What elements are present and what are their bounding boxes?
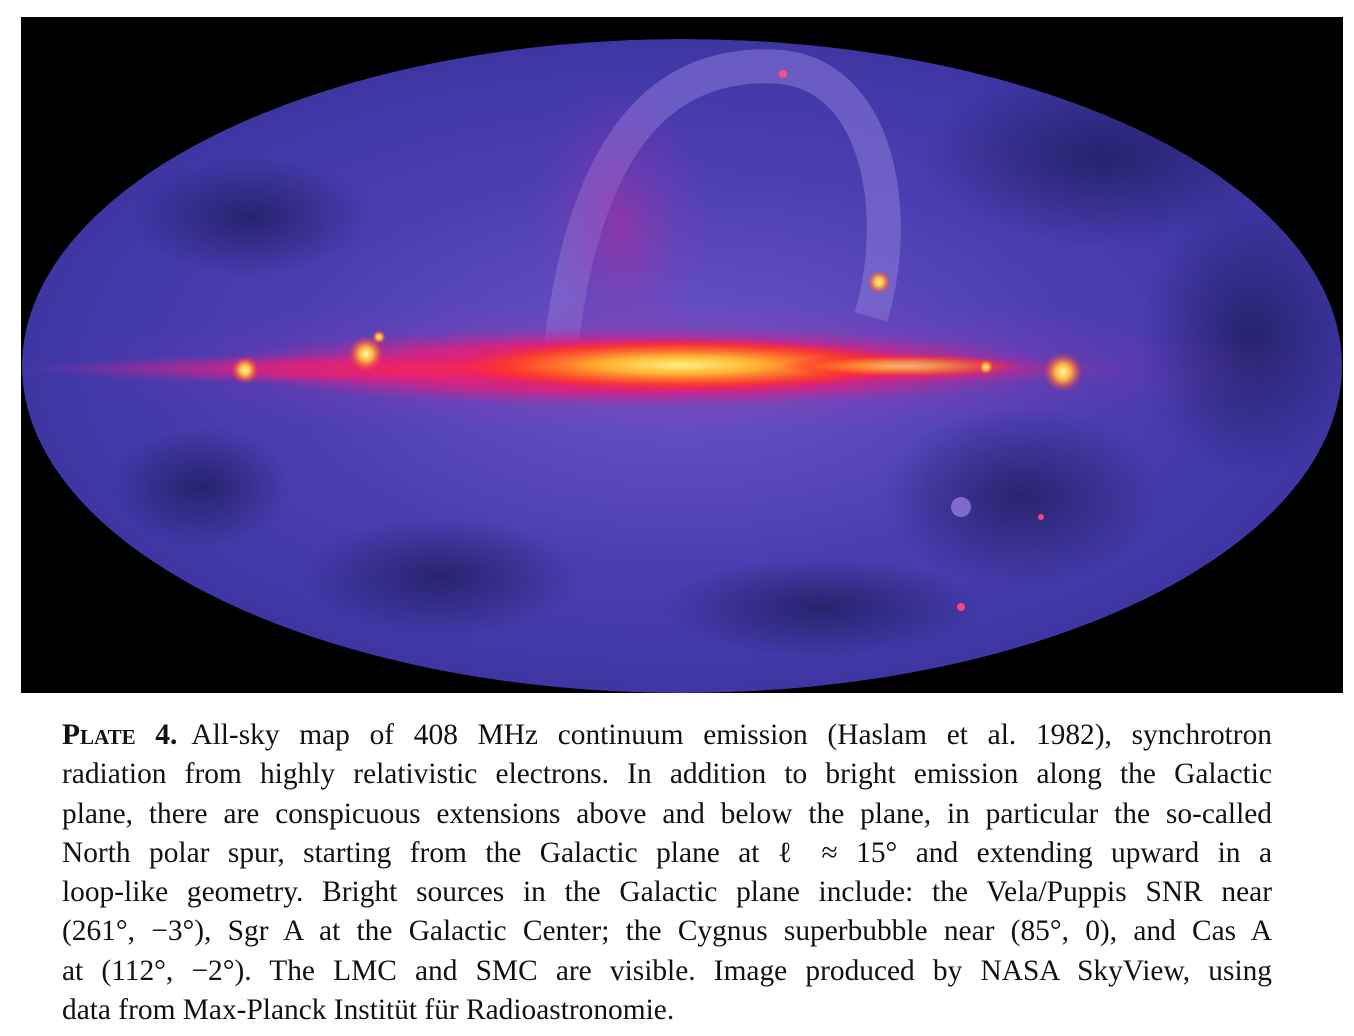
caption-text-1: All-sky map of 408 MHz continuum emissio… bbox=[191, 719, 1272, 751]
sky-map-image bbox=[22, 39, 1342, 693]
caption-line-4: North polar spur, starting from the Gala… bbox=[62, 836, 1272, 869]
sky-ellipse bbox=[22, 39, 1342, 693]
figure-caption: Plate 4. All-sky map of 408 MHz continuum… bbox=[62, 716, 1272, 1030]
caption-line-5: loop-like geometry. Bright sources in th… bbox=[62, 876, 1272, 909]
plate-label: Plate 4. bbox=[62, 719, 178, 751]
caption-line-8: data from Max-Planck Institüt für Radioa… bbox=[62, 994, 675, 1027]
caption-line-1: Plate 4. All-sky map of 408 MHz continuum… bbox=[62, 716, 1272, 755]
sky-map-figure bbox=[21, 17, 1343, 693]
caption-line-2: radiation from highly relativistic elect… bbox=[62, 758, 1272, 791]
caption-line-7: at (112°, −2°). The LMC and SMC are visi… bbox=[62, 954, 1272, 987]
caption-line-3: plane, there are conspicuous extensions … bbox=[62, 797, 1272, 830]
caption-line-6: (261°, −3°), Sgr A at the Galactic Cente… bbox=[62, 915, 1272, 948]
